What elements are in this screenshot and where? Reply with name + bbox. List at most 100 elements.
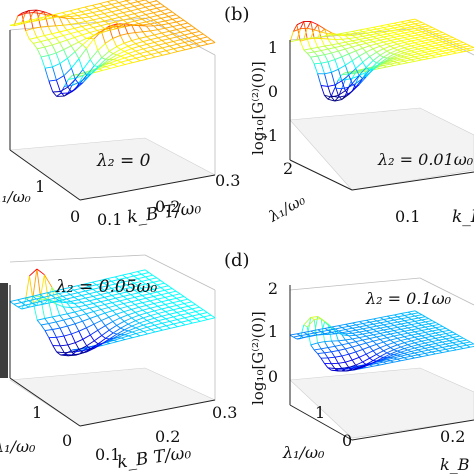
surface-mesh-line — [432, 39, 440, 42]
surface-mesh-line — [324, 71, 332, 75]
surface-mesh-line — [78, 74, 88, 85]
surface-mesh-line — [75, 350, 84, 353]
surface-mesh-line — [400, 48, 408, 52]
surface-mesh-line — [89, 307, 94, 312]
surface-mesh-line — [77, 292, 82, 296]
surface-mesh-line — [41, 54, 49, 58]
surface-mesh-line — [141, 281, 146, 285]
surface-mesh-line — [407, 322, 412, 325]
surface-mesh-line — [400, 327, 408, 330]
surface-mesh-line — [88, 293, 94, 297]
surface-mesh-line — [390, 58, 398, 62]
surface-mesh-line — [352, 338, 357, 343]
surface-mesh-line — [435, 28, 440, 32]
surface-mesh-line — [120, 337, 126, 341]
surface-mesh-line — [379, 347, 384, 352]
surface-mesh-line — [162, 53, 171, 56]
surface-mesh-line — [59, 315, 64, 321]
surface-mesh-line — [78, 38, 87, 43]
surface-mesh-line — [431, 341, 436, 344]
surface-mesh-line — [85, 304, 90, 309]
surface-mesh-line — [393, 41, 398, 45]
surface-mesh-line — [379, 50, 388, 56]
surface-mesh-line — [418, 322, 423, 326]
surface-mesh-line — [103, 280, 112, 284]
surface-mesh-line — [94, 65, 99, 67]
surface-mesh-line — [362, 346, 370, 350]
surface-mesh-line — [428, 327, 436, 330]
surface-mesh-line — [435, 322, 440, 325]
surface-mesh-line — [428, 328, 433, 332]
surface-mesh-line — [452, 41, 457, 45]
surface-mesh-line — [445, 43, 450, 46]
surface-mesh-line — [141, 11, 147, 15]
surface-mesh-line — [372, 356, 381, 361]
surface-mesh-line — [352, 29, 360, 32]
surface-mesh-line — [156, 5, 165, 9]
surface-mesh-line — [52, 91, 58, 97]
surface-mesh-line — [172, 18, 177, 23]
surface-mesh-line — [341, 43, 350, 47]
surface-mesh-line — [330, 72, 336, 86]
surface-mesh-line — [404, 340, 412, 344]
surface-mesh-line — [414, 326, 419, 329]
surface-mesh-line — [383, 350, 388, 354]
surface-mesh-line — [379, 62, 384, 65]
surface-mesh-line — [120, 61, 126, 65]
surface-mesh-line — [119, 284, 127, 288]
surface-mesh-line — [449, 40, 453, 43]
surface-mesh-line — [21, 306, 30, 310]
surface-mesh-line — [421, 344, 429, 347]
surface-mesh-line — [411, 346, 415, 349]
surface-mesh-line — [67, 344, 73, 353]
surface-mesh-line — [401, 24, 409, 27]
surface-mesh-line — [33, 41, 41, 44]
surface-mesh-line — [124, 331, 133, 336]
surface-mesh-line — [82, 348, 91, 354]
surface-mesh-line — [376, 363, 380, 366]
surface-mesh-line — [97, 330, 103, 336]
surface-mesh-line — [452, 45, 460, 48]
surface-mesh-line — [418, 326, 426, 329]
surface-mesh-line — [191, 308, 197, 312]
surface-mesh-line — [317, 31, 322, 38]
panel-b-ztick-m1: -1 — [262, 126, 278, 145]
surface-mesh-line — [89, 334, 95, 342]
surface-mesh-line — [75, 82, 84, 90]
surface-mesh-line — [411, 31, 416, 34]
surface-mesh-line — [25, 30, 30, 40]
surface-mesh-line — [414, 320, 419, 324]
surface-mesh-line — [122, 274, 127, 279]
surface-mesh-line — [123, 294, 131, 297]
surface-mesh-line — [112, 332, 118, 335]
surface-mesh-line — [59, 42, 64, 50]
surface-mesh-line — [376, 343, 381, 349]
surface-mesh-line — [74, 320, 83, 325]
surface-mesh-line — [158, 320, 163, 324]
surface-mesh-line — [327, 347, 332, 353]
surface-mesh-line — [431, 55, 436, 58]
surface-mesh-line — [362, 327, 370, 330]
surface-mesh-line — [85, 297, 90, 302]
surface-mesh-line — [397, 342, 405, 346]
surface-mesh-line — [393, 349, 398, 352]
surface-mesh-line — [421, 54, 426, 58]
surface-mesh-line — [428, 323, 433, 327]
panel-b-annotation: λ₂ = 0.01ω₀ — [377, 150, 474, 169]
surface-mesh-line — [386, 62, 391, 65]
surface-mesh-line — [438, 339, 443, 343]
surface-mesh-line — [470, 345, 474, 348]
surface-mesh-line — [100, 294, 105, 298]
surface-mesh-line — [124, 337, 133, 341]
surface-mesh-line — [386, 361, 394, 365]
surface-mesh-line — [93, 32, 102, 36]
surface-mesh-line — [44, 35, 49, 41]
surface-mesh-line — [414, 56, 419, 59]
surface-mesh-line — [386, 47, 395, 52]
surface-mesh-line — [33, 298, 41, 304]
surface-mesh-line — [172, 293, 181, 297]
panel-c-ytick-01: 0.1 — [95, 445, 120, 464]
surface-mesh-line — [172, 295, 177, 299]
surface-mesh-line — [358, 363, 367, 369]
surface-mesh-line — [438, 343, 446, 346]
